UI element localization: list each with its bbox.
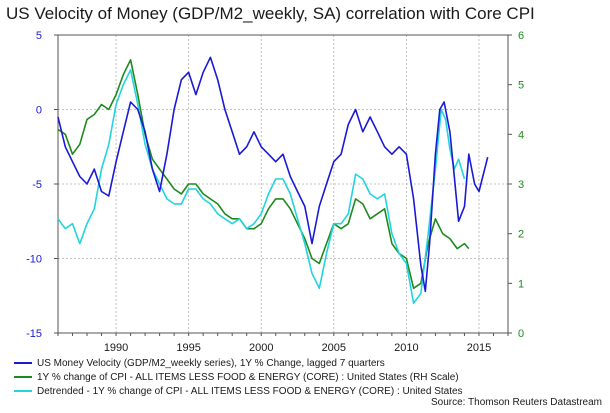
legend-item-detrended-cpi: Detrended - 1Y % change of CPI - ALL ITE… xyxy=(14,386,463,398)
right-axis-tick-label: 4 xyxy=(518,129,524,141)
left-axis-tick-label: -15 xyxy=(26,328,42,340)
legend-swatch-core-cpi xyxy=(14,376,32,379)
right-axis-tick-label: 5 xyxy=(518,80,524,92)
x-axis-tick-label: 1990 xyxy=(104,342,128,354)
right-axis-tick-label: 1 xyxy=(518,278,524,290)
left-axis-tick-label: 5 xyxy=(36,30,42,42)
right-axis-tick-label: 3 xyxy=(518,179,524,191)
series-line-core-cpi xyxy=(57,59,470,290)
chart-title: US Velocity of Money (GDP/M2_weekly, SA)… xyxy=(6,4,535,23)
right-axis-tick-label: 6 xyxy=(518,30,524,42)
left-axis-tick-label: -5 xyxy=(32,179,42,191)
right-axis-tick-label: 2 xyxy=(518,229,524,241)
legend-swatch-velocity xyxy=(14,362,32,365)
legend-item-velocity: US Money Velocity (GDP/M2_weekly series)… xyxy=(14,358,385,370)
source-note: Source: Thomson Reuters Datastream xyxy=(430,397,602,408)
legend-swatch-detrended-cpi xyxy=(14,390,32,393)
x-axis-tick-label: 2010 xyxy=(394,342,418,354)
left-axis-tick-label: -10 xyxy=(26,254,42,266)
legend-label-core-cpi: 1Y % change of CPI - ALL ITEMS LESS FOOD… xyxy=(37,372,459,383)
legend-label-velocity: US Money Velocity (GDP/M2_weekly series)… xyxy=(37,358,385,369)
legend-label-detrended-cpi: Detrended - 1Y % change of CPI - ALL ITE… xyxy=(37,386,463,397)
left-axis-tick-label: 0 xyxy=(36,105,42,117)
legend-item-core-cpi: 1Y % change of CPI - ALL ITEMS LESS FOOD… xyxy=(14,372,459,384)
x-axis-tick-label: 2005 xyxy=(322,342,346,354)
series-line-velocity xyxy=(57,56,489,293)
x-axis-tick-label: 2015 xyxy=(467,342,491,354)
right-axis-tick-label: 0 xyxy=(518,328,524,340)
series-line-detrended-cpi xyxy=(57,69,466,304)
x-axis-tick-label: 1995 xyxy=(176,342,200,354)
x-axis-tick-label: 2000 xyxy=(249,342,273,354)
